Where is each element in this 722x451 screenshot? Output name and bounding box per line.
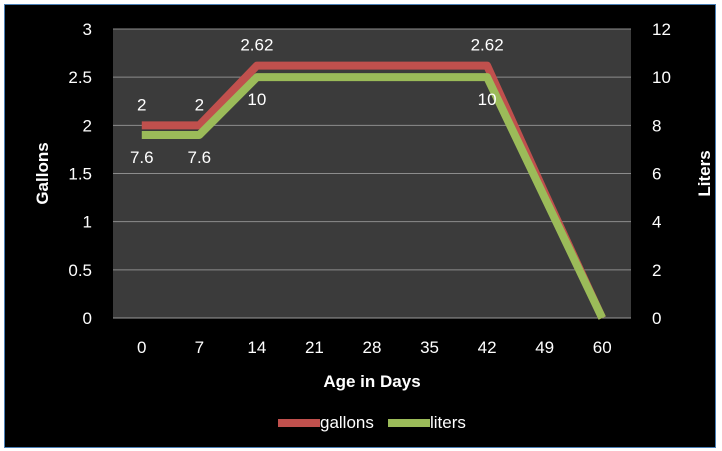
x-tick-label: 7 (195, 338, 204, 357)
x-tick-label: 28 (363, 338, 382, 357)
x-tick-label: 49 (535, 338, 554, 357)
x-tick-label: 14 (247, 338, 266, 357)
y2-tick-label: 4 (652, 213, 661, 232)
x-tick-label: 0 (137, 338, 146, 357)
data-label-gallons: 2.62 (471, 36, 504, 55)
y-tick-label: 1 (83, 213, 92, 232)
y2-tick-label: 6 (652, 165, 661, 184)
data-label-gallons: 2 (137, 95, 146, 114)
x-tick-label: 21 (305, 338, 324, 357)
x-tick-label: 42 (478, 338, 497, 357)
y2-tick-label: 0 (652, 309, 661, 328)
data-label-gallons: 2.62 (240, 36, 273, 55)
data-label-liters: 7.6 (188, 148, 212, 167)
y-tick-label: 2.5 (68, 68, 92, 87)
y2-tick-label: 8 (652, 116, 661, 135)
data-label-liters: 10 (247, 90, 266, 109)
data-label-liters: 7.6 (130, 148, 154, 167)
y2-tick-label: 2 (652, 261, 661, 280)
y-tick-label: 0 (83, 309, 92, 328)
y-axis-title: Gallons (33, 142, 52, 204)
data-label-gallons: 2 (195, 95, 204, 114)
series-line-liters (141, 73, 606, 320)
x-tick-label: 35 (420, 338, 439, 357)
y2-tick-label: 12 (652, 20, 671, 39)
data-label-liters: 10 (478, 90, 497, 109)
legend-label-liters: liters (430, 413, 466, 432)
y-tick-label: 2 (83, 116, 92, 135)
x-axis-title: Age in Days (323, 372, 420, 391)
legend-label-gallons: gallons (320, 413, 374, 432)
x-tick-label: 60 (593, 338, 612, 357)
y-tick-label: 0.5 (68, 261, 92, 280)
y-tick-label: 1.5 (68, 165, 92, 184)
y2-axis-title: Liters (695, 150, 714, 196)
y-tick-label: 3 (83, 20, 92, 39)
y2-tick-label: 10 (652, 68, 671, 87)
